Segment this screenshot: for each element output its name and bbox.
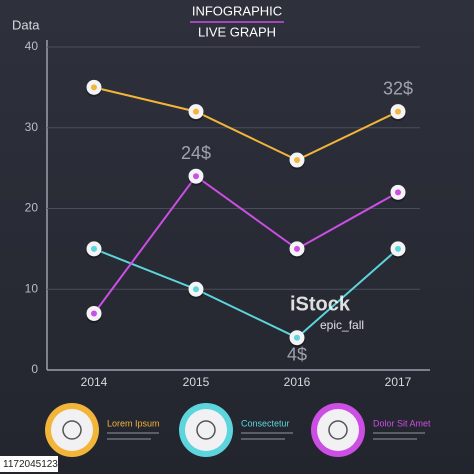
legend-label: Dolor Sit Amet — [373, 418, 431, 428]
watermark-credit: epic_fall — [320, 318, 364, 332]
chart-subtitle: LIVE GRAPH — [198, 24, 276, 39]
y-axis-label: Data — [12, 17, 40, 32]
legend-label: Consectetur — [241, 418, 290, 428]
x-tick-label: 2016 — [284, 375, 311, 389]
point-dot — [193, 173, 199, 180]
legend-icon — [328, 420, 348, 440]
point-dot — [395, 108, 401, 115]
series-line — [93, 247, 399, 339]
chart-title: INFOGRAPHIC — [192, 3, 282, 18]
legend-label: Lorem Ipsum — [107, 418, 160, 428]
legend-disc — [51, 409, 93, 451]
point-dot — [91, 245, 97, 252]
data-label: 24$ — [181, 143, 211, 163]
point-dot — [395, 189, 401, 196]
x-tick-label: 2017 — [385, 375, 412, 389]
point-dot — [294, 334, 300, 341]
legend-icon — [196, 420, 216, 440]
y-tick-label: 40 — [25, 39, 39, 53]
point-dot — [193, 108, 199, 115]
image-id: 1172045123 — [3, 459, 58, 470]
legend-text-line — [241, 432, 293, 434]
point-dot — [294, 157, 300, 164]
point-dot — [294, 245, 300, 252]
x-tick-label: 2014 — [81, 375, 108, 389]
legend-icon — [62, 420, 82, 440]
series-line — [93, 174, 399, 315]
point-dot — [91, 310, 97, 317]
id-box — [0, 456, 58, 472]
x-tick-label: 2015 — [183, 375, 210, 389]
legend-text-line — [107, 432, 159, 434]
y-tick-label: 10 — [25, 281, 39, 295]
y-tick-label: 0 — [31, 362, 38, 376]
legend-text-line — [107, 438, 151, 440]
point-dot — [91, 84, 97, 91]
y-tick-label: 20 — [25, 201, 39, 215]
legend-text-line — [373, 432, 425, 434]
legend-text-line — [241, 438, 285, 440]
watermark: iStock epic_fall — [290, 293, 364, 332]
series-line — [93, 86, 399, 162]
data-label: 32$ — [383, 78, 413, 98]
watermark-brand: iStock — [290, 293, 351, 315]
data-label: 4$ — [287, 344, 307, 364]
point-dot — [193, 286, 199, 293]
legend-disc — [317, 409, 359, 451]
y-tick-label: 30 — [25, 120, 39, 134]
point-dot — [395, 245, 401, 252]
legend-text-line — [373, 438, 417, 440]
legend-disc — [185, 409, 227, 451]
